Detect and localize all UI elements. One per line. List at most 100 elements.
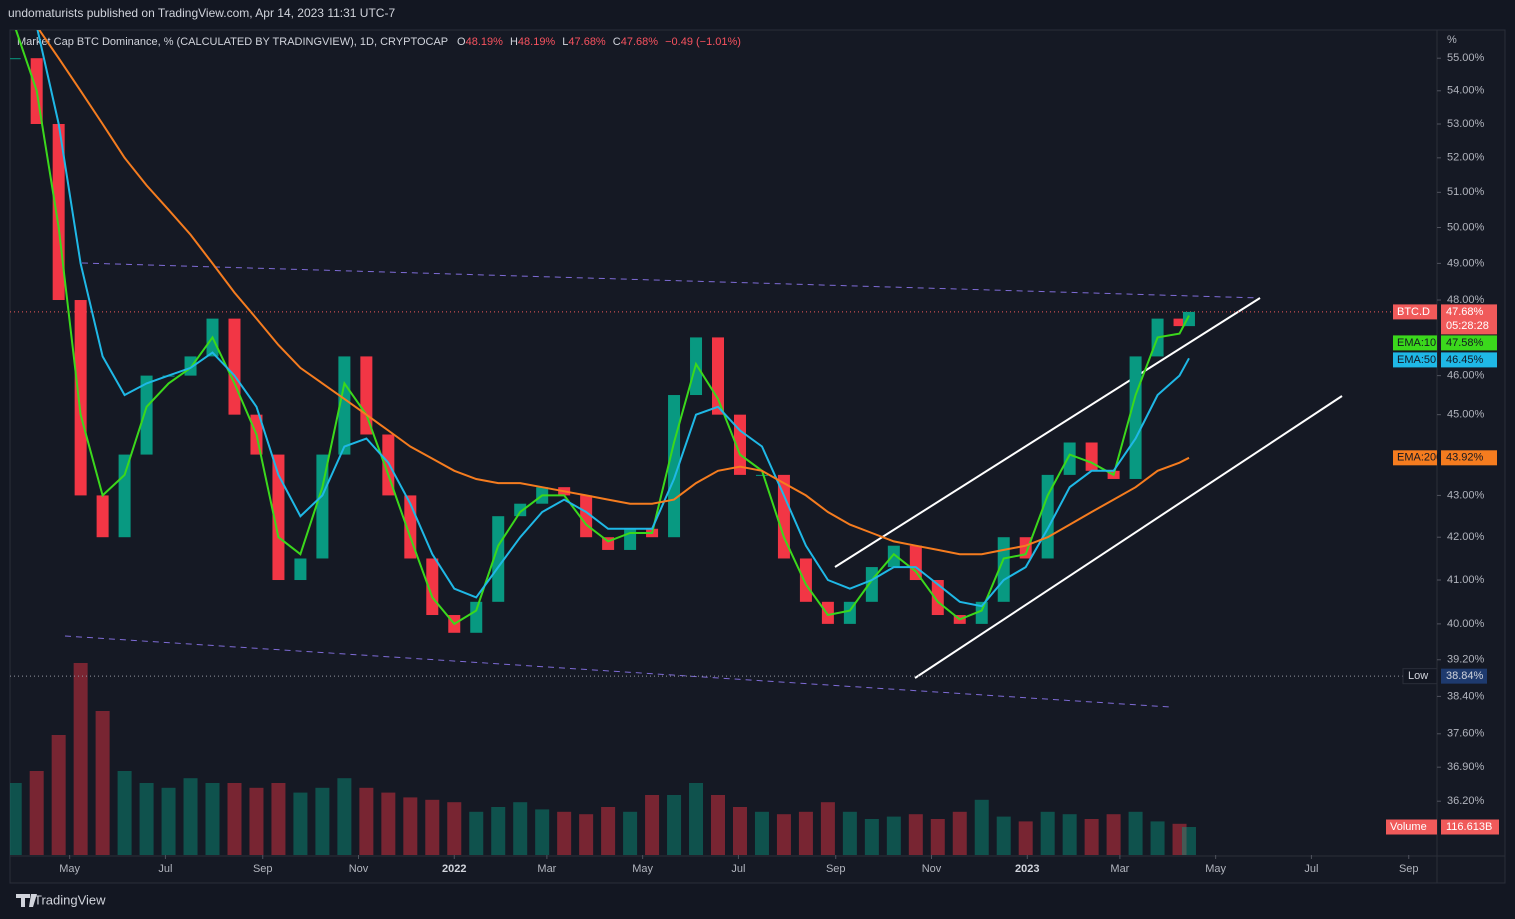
- badge-name-bg: [1393, 304, 1437, 320]
- badge-countdown: 05:28:28: [1446, 320, 1489, 332]
- volume-bar: [95, 711, 110, 855]
- volume-bar: [754, 811, 769, 855]
- candle: [1019, 537, 1032, 559]
- badge-value: 38.84%: [1446, 670, 1484, 682]
- ohlc-key: C: [613, 36, 621, 48]
- volume-bar: [711, 795, 726, 855]
- badge-value: 47.68%: [1446, 306, 1484, 318]
- badge-name: EMA:200: [1397, 452, 1442, 464]
- candle: [799, 558, 812, 602]
- ohlc-key: L: [562, 36, 568, 48]
- badge-name-bg: [1393, 352, 1437, 368]
- chart-pane: [9, 29, 1506, 884]
- badge-value-bg: [1441, 819, 1499, 835]
- ema-line: [14, 30, 1190, 626]
- candle: [10, 58, 21, 60]
- candle: [118, 454, 131, 538]
- support-line: [64, 635, 1171, 708]
- volume-bar: [798, 811, 813, 855]
- x-tick-label: Sep: [1399, 863, 1419, 875]
- badge-value-bg: [1441, 352, 1497, 368]
- y-tick-label: 54.00%: [1447, 85, 1485, 97]
- plot: [10, 30, 1437, 855]
- candle: [96, 495, 109, 538]
- ohlc-value: 48.19%: [466, 36, 504, 48]
- candle: [712, 337, 725, 415]
- volume-bar: [1062, 814, 1077, 855]
- x-tick-label: Mar: [537, 863, 556, 875]
- candle: [470, 601, 483, 633]
- volume-bar: [117, 771, 132, 855]
- x-tick-label: 2023: [1015, 863, 1039, 875]
- badge-value: 43.92%: [1446, 452, 1484, 464]
- ohlc-value: 47.68%: [568, 36, 606, 48]
- candle: [514, 503, 527, 517]
- volume-bar: [73, 663, 88, 855]
- volume-bar: [513, 802, 528, 855]
- volume-bar: [425, 799, 440, 855]
- badge-value-bg: [1441, 335, 1497, 351]
- candle: [316, 454, 329, 559]
- candle: [382, 434, 395, 496]
- y-tick-label: 55.00%: [1447, 52, 1485, 64]
- volume-bar: [645, 795, 660, 855]
- candle: [997, 537, 1010, 602]
- badge-name: Low: [1408, 670, 1428, 682]
- y-tick-label: 51.00%: [1447, 186, 1485, 198]
- volume-bar: [1181, 827, 1196, 855]
- volume-bar: [293, 792, 308, 855]
- candle: [294, 558, 307, 581]
- volume-bar: [1128, 811, 1143, 855]
- volume-bar: [359, 787, 374, 855]
- volume-bar: [381, 792, 396, 855]
- volume-bar: [974, 799, 989, 855]
- volume-bar: [10, 783, 22, 855]
- candle: [74, 300, 87, 496]
- volume-bar: [491, 807, 506, 855]
- volume-bar: [1106, 814, 1121, 855]
- x-tick-label: Jul: [731, 863, 745, 875]
- volume-bar: [51, 735, 66, 855]
- volume-bar: [886, 816, 901, 855]
- candle: [931, 580, 944, 616]
- volume-bar: [557, 811, 572, 855]
- volume-bar: [1172, 823, 1187, 855]
- candle: [360, 356, 373, 435]
- resistance-line: [81, 262, 1261, 299]
- badge-name-bg: [1393, 450, 1437, 466]
- badge-value: 116.613B: [1446, 821, 1492, 833]
- axis-unit: %: [1447, 34, 1457, 46]
- volume-bar: [579, 814, 594, 855]
- x-tick-label: Sep: [253, 863, 273, 875]
- volume-bar: [535, 809, 550, 855]
- y-tick-label: 40.00%: [1447, 618, 1485, 630]
- candle: [975, 601, 988, 624]
- y-tick-label: 38.40%: [1447, 690, 1485, 702]
- candle: [272, 454, 285, 581]
- volume-bar: [249, 787, 264, 855]
- badge-name: BTC.D: [1397, 306, 1430, 318]
- channel-upper: [834, 297, 1261, 568]
- y-tick-label: 46.00%: [1447, 370, 1485, 382]
- badge-name-bg: [1402, 668, 1438, 685]
- volume-bar: [667, 795, 682, 855]
- change: −0.49 (−1.01%): [665, 36, 741, 48]
- candle: [492, 516, 505, 602]
- x-tick-label: 2022: [442, 863, 466, 875]
- volume-bar: [1084, 819, 1099, 855]
- legend-title: Market Cap BTC Dominance, % (CALCULATED …: [17, 36, 448, 48]
- x-tick-label: May: [1205, 863, 1226, 875]
- channel-lower: [914, 395, 1343, 679]
- y-tick-label: 45.00%: [1447, 409, 1485, 421]
- badge-name: Volume: [1390, 821, 1427, 833]
- volume-bar: [776, 814, 791, 855]
- badge-value: 46.45%: [1446, 354, 1484, 366]
- volume-bar: [139, 783, 154, 855]
- volume-bar: [161, 787, 176, 855]
- y-tick-label: 41.00%: [1447, 574, 1485, 586]
- badge-name-bg: [1393, 335, 1437, 351]
- volume-bar: [315, 787, 330, 855]
- ohlc-key: H: [510, 36, 518, 48]
- candle: [140, 375, 153, 455]
